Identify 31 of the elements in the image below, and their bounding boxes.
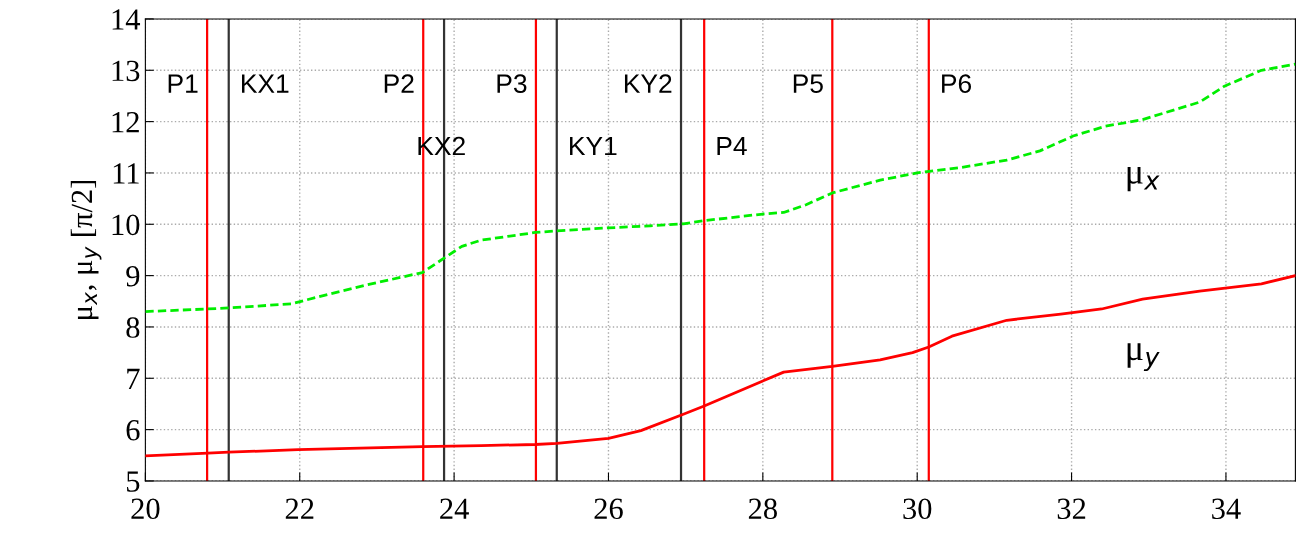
x-tick-label: 32	[1057, 498, 1086, 520]
y-tick-label: 13	[112, 60, 140, 82]
y-tick-label: 6	[126, 419, 140, 441]
series-label: μ$_{x}$	[1127, 166, 1160, 192]
y-tick-label: 11	[113, 163, 139, 184]
x-tick-label: 24	[440, 498, 469, 519]
y-tick-label: 8	[126, 317, 140, 338]
series-label: μ$_{y}$	[1127, 343, 1160, 372]
ref-line-label: P4	[717, 136, 747, 156]
x-tick-label: 34	[1212, 498, 1241, 520]
y-tick-label: 12	[112, 111, 139, 133]
y-tick-label: 9	[126, 265, 140, 287]
ref-line-label: P6	[942, 74, 972, 94]
ref-line-label: P5	[793, 74, 823, 94]
y-tick-label: 10	[112, 214, 140, 236]
x-tick-label: 28	[748, 498, 777, 520]
x-tick-label: 22	[285, 498, 314, 519]
line-series	[145, 62, 1296, 313]
ref-line-label: P2	[384, 74, 414, 93]
y-tick-label: 7	[127, 368, 140, 389]
ref-line-label: KX1	[242, 74, 289, 93]
y-tick-label: 5	[127, 471, 140, 492]
ref-line-label: KY2	[624, 74, 672, 93]
y-axis-title: μ$_{x}$, μ$_{y}$ [π/2]	[70, 180, 102, 319]
ref-line-label: KY1	[570, 136, 617, 156]
x-tick-label: 30	[903, 498, 932, 520]
ref-line-label: P1	[168, 74, 198, 93]
ref-line-label: P3	[497, 74, 527, 94]
x-tick-label: 20	[131, 498, 160, 520]
x-tick-label: 26	[594, 498, 623, 520]
y-tick-label: 14	[112, 9, 141, 30]
